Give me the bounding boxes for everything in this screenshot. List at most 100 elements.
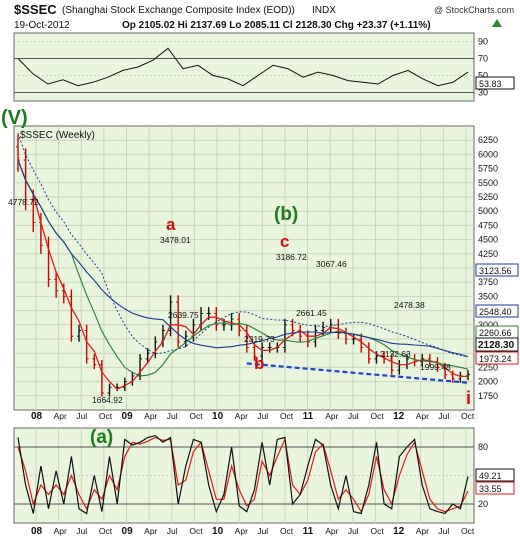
ma-dotted-line bbox=[17, 133, 469, 358]
price-layer bbox=[16, 133, 470, 397]
price-label-4778: 4778.72 bbox=[8, 197, 39, 207]
price-x-tick-label: Apr bbox=[416, 411, 429, 421]
price-tick-label: 5750 bbox=[478, 164, 498, 174]
stoch-x-tick-label: Jul bbox=[167, 526, 178, 536]
wave-label-a: a bbox=[166, 215, 176, 234]
price-x-tick-label: Oct bbox=[99, 411, 113, 421]
ma-short-line bbox=[17, 159, 469, 390]
price-tick-label: 4250 bbox=[478, 249, 498, 259]
price-x-tick-label: 12 bbox=[393, 411, 405, 422]
price-x-tick-label: Oct bbox=[280, 411, 294, 421]
stoch-x-tick-label: Apr bbox=[235, 526, 248, 536]
stoch-k-tag: 49.21 bbox=[475, 468, 515, 482]
value-tag-2128: 2128.30 bbox=[475, 337, 519, 352]
stochastic-layer bbox=[17, 434, 469, 515]
value-tag-2260: 2260.66 bbox=[475, 325, 519, 339]
price-panel-title: $SSEC (Weekly) bbox=[20, 130, 95, 141]
stoch-x-tick-label: 08 bbox=[31, 526, 43, 537]
value-tag-3123-text: 3123.56 bbox=[479, 266, 512, 276]
price-x-tick-label: Apr bbox=[325, 411, 338, 421]
stoch-x-tick-label: Apr bbox=[416, 526, 429, 536]
stoch-x-tick-label: 12 bbox=[393, 526, 405, 537]
rsi-panel bbox=[13, 32, 475, 102]
stoch-x-tick-label: Jul bbox=[348, 526, 359, 536]
rsi-tick-label: 70 bbox=[478, 54, 488, 64]
stoch-x-tick-label: Jul bbox=[257, 526, 268, 536]
stoch-d-tag: 33.55 bbox=[475, 481, 515, 495]
rsi-value-tag-text: 53.83 bbox=[479, 79, 502, 89]
price-label-3186: 3186.72 bbox=[276, 252, 307, 262]
value-tag-2548: 2548.40 bbox=[475, 304, 519, 318]
stoch-x-tick-label: 11 bbox=[303, 526, 314, 537]
stoch-x-tick-label: Oct bbox=[370, 526, 384, 536]
price-x-tick-label: Jul bbox=[257, 411, 268, 421]
price-x-tick-label: 09 bbox=[122, 411, 134, 422]
trendline bbox=[246, 362, 469, 384]
price-tick-label: 5000 bbox=[478, 206, 498, 216]
price-label-1664: 1664.92 bbox=[92, 395, 123, 405]
value-tag-2128-text: 2128.30 bbox=[478, 340, 515, 351]
value-tag-2260-text: 2260.66 bbox=[479, 328, 512, 338]
wave-label-i: i bbox=[466, 388, 471, 408]
chart-date: 19-Oct-2012 bbox=[14, 20, 70, 31]
price-tick-label: 6250 bbox=[478, 135, 498, 145]
price-x-tick-label: Jul bbox=[348, 411, 359, 421]
price-x-tick-label: Apr bbox=[54, 411, 67, 421]
rsi-tick-label: 90 bbox=[478, 37, 488, 47]
chart-copyright: @ StockCharts.com bbox=[434, 5, 514, 15]
chart-ohlc: Op 2105.02 Hi 2137.69 Lo 2085.11 Cl 2128… bbox=[122, 20, 431, 31]
price-tick-label: 1750 bbox=[478, 391, 498, 401]
stoch-x-tick-label: Oct bbox=[99, 526, 113, 536]
stoch-x-tick-label: 10 bbox=[212, 526, 224, 537]
wave-label-a-paren: (a) bbox=[90, 427, 113, 448]
stoch-x-tick-label: Apr bbox=[54, 526, 67, 536]
stoch-x-tick-label: Oct bbox=[189, 526, 203, 536]
stoch-tick-label: 20 bbox=[478, 499, 488, 509]
ma-mid-line bbox=[17, 159, 469, 377]
rsi-tick-label: 50 bbox=[478, 71, 488, 81]
rsi-layer bbox=[17, 47, 469, 87]
price-label-2319: 2319.73 bbox=[244, 334, 275, 344]
price-label-3067: 3067.46 bbox=[316, 259, 347, 269]
price-x-tick-label: Oct bbox=[461, 411, 475, 421]
price-label-3478: 3478.01 bbox=[160, 235, 191, 245]
price-x-tick-label: Apr bbox=[144, 411, 157, 421]
price-tick-label: 5250 bbox=[478, 192, 498, 202]
price-label-2478: 2478.38 bbox=[394, 300, 425, 310]
price-tick-label: 5500 bbox=[478, 178, 498, 188]
price-x-tick-label: Jul bbox=[76, 411, 87, 421]
price-tick-label: 2000 bbox=[478, 377, 498, 387]
axis-layer: 3050709017502000225025002750300032503500… bbox=[31, 37, 498, 538]
price-tick-label: 4500 bbox=[478, 235, 498, 245]
price-tick-label: 2250 bbox=[478, 362, 498, 372]
wave-label-c: c bbox=[280, 232, 289, 251]
wave-label-b-red: b bbox=[254, 354, 264, 373]
chart-name: (Shanghai Stock Exchange Composite Index… bbox=[62, 5, 295, 16]
price-tick-label: 4750 bbox=[478, 220, 498, 230]
price-x-tick-label: Apr bbox=[235, 411, 248, 421]
stoch-x-tick-label: Oct bbox=[280, 526, 294, 536]
up-triangle-icon bbox=[492, 19, 502, 27]
price-tick-label: 3000 bbox=[478, 320, 498, 330]
price-x-tick-label: Oct bbox=[189, 411, 203, 421]
grid-lines bbox=[14, 41, 474, 523]
ma-long-line bbox=[17, 159, 469, 358]
price-tick-label: 3500 bbox=[478, 291, 498, 301]
price-x-tick-label: 08 bbox=[31, 411, 43, 422]
chart-exchange: INDX bbox=[312, 5, 336, 16]
price-tick-label: 6000 bbox=[478, 149, 498, 159]
stoch-x-tick-label: Oct bbox=[461, 526, 475, 536]
stoch-x-tick-label: Apr bbox=[325, 526, 338, 536]
wave-label-b-paren: (b) bbox=[274, 204, 298, 225]
stoch-x-tick-label: 09 bbox=[122, 526, 134, 537]
value-tag-2548-text: 2548.40 bbox=[479, 307, 512, 317]
rsi-tick-label: 30 bbox=[478, 88, 488, 98]
stoch-k-tag-text: 49.21 bbox=[479, 471, 502, 481]
stoch-k-line bbox=[17, 434, 469, 515]
stoch-x-tick-label: Jul bbox=[438, 526, 449, 536]
chart-symbol: $SSEC bbox=[14, 2, 57, 17]
rsi-line bbox=[17, 47, 469, 87]
price-x-tick-label: 10 bbox=[212, 411, 224, 422]
price-label-1999: 1999.48 bbox=[420, 362, 451, 372]
